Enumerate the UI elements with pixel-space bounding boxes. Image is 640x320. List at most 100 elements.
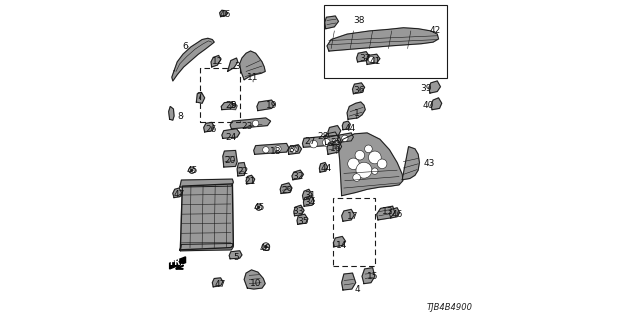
Circle shape [191, 169, 193, 172]
Polygon shape [356, 52, 369, 62]
Polygon shape [257, 100, 275, 111]
Circle shape [369, 56, 375, 63]
Text: 44: 44 [345, 124, 356, 132]
Bar [324, 4, 447, 78]
Polygon shape [220, 10, 228, 17]
Polygon shape [342, 121, 350, 130]
Text: 23: 23 [242, 122, 253, 131]
Text: 5: 5 [234, 253, 239, 262]
Circle shape [255, 204, 262, 210]
Polygon shape [223, 150, 237, 167]
Polygon shape [297, 214, 308, 224]
Polygon shape [303, 196, 314, 206]
Circle shape [353, 174, 360, 181]
Circle shape [356, 162, 372, 178]
Text: 3: 3 [234, 61, 240, 70]
Polygon shape [204, 123, 214, 132]
Polygon shape [362, 268, 375, 284]
Circle shape [323, 139, 330, 146]
Text: 39: 39 [420, 84, 431, 93]
Circle shape [264, 245, 268, 248]
Text: 21: 21 [245, 177, 256, 186]
Polygon shape [303, 135, 340, 147]
Polygon shape [211, 55, 221, 67]
Text: 15: 15 [367, 272, 378, 281]
Text: 17: 17 [347, 212, 358, 221]
Polygon shape [324, 16, 339, 29]
Circle shape [262, 147, 269, 153]
Text: 2: 2 [330, 138, 335, 147]
Polygon shape [342, 209, 355, 221]
Polygon shape [339, 133, 403, 196]
Text: 41: 41 [369, 57, 381, 66]
Polygon shape [280, 183, 292, 194]
Bar [200, 68, 240, 123]
Polygon shape [292, 170, 303, 180]
Polygon shape [180, 184, 234, 250]
Text: 31: 31 [304, 191, 316, 200]
Polygon shape [431, 98, 442, 110]
Circle shape [291, 147, 297, 153]
Circle shape [355, 150, 365, 160]
Text: 4: 4 [355, 284, 360, 293]
Text: 30: 30 [288, 145, 300, 154]
Polygon shape [342, 273, 356, 290]
Polygon shape [246, 175, 255, 184]
Text: 46: 46 [220, 10, 231, 19]
Text: 37: 37 [360, 54, 371, 63]
Polygon shape [402, 147, 419, 180]
Text: 13: 13 [382, 207, 394, 216]
Polygon shape [429, 81, 440, 93]
Text: 33: 33 [292, 207, 304, 216]
Text: 45: 45 [254, 203, 265, 212]
Text: 29: 29 [282, 186, 293, 195]
Text: 43: 43 [423, 159, 435, 168]
Polygon shape [169, 107, 174, 120]
Polygon shape [253, 143, 289, 154]
Polygon shape [324, 132, 339, 145]
Text: 7: 7 [196, 92, 202, 101]
Text: 42: 42 [429, 26, 441, 35]
Text: 14: 14 [336, 241, 348, 250]
Text: 6: 6 [182, 42, 188, 52]
Text: 16: 16 [330, 144, 341, 153]
Text: 28: 28 [317, 132, 328, 140]
Bar [333, 197, 375, 266]
Text: 47: 47 [173, 190, 185, 199]
Circle shape [310, 140, 317, 148]
Polygon shape [237, 163, 246, 176]
Text: 20: 20 [225, 156, 236, 165]
Text: 34: 34 [304, 197, 316, 206]
Text: FR.: FR. [170, 258, 184, 267]
Polygon shape [390, 208, 399, 218]
Text: 47: 47 [215, 280, 227, 289]
Text: 8: 8 [177, 112, 183, 121]
Text: 12: 12 [212, 57, 223, 66]
Text: 26: 26 [205, 125, 217, 134]
Text: 24: 24 [226, 132, 237, 141]
Polygon shape [294, 205, 304, 216]
Circle shape [275, 146, 281, 152]
Text: 10: 10 [250, 279, 261, 288]
Polygon shape [228, 58, 238, 71]
Polygon shape [366, 54, 380, 64]
Polygon shape [337, 133, 353, 142]
Circle shape [378, 159, 387, 169]
Text: 46: 46 [392, 210, 403, 219]
Text: 35: 35 [298, 217, 309, 226]
Polygon shape [180, 179, 234, 187]
Polygon shape [319, 163, 328, 172]
Text: 11: 11 [247, 73, 259, 82]
Text: 32: 32 [292, 172, 304, 181]
Polygon shape [230, 103, 237, 110]
Polygon shape [222, 129, 240, 138]
Polygon shape [327, 28, 438, 51]
Circle shape [348, 158, 359, 170]
Text: 45: 45 [187, 166, 198, 175]
Polygon shape [221, 102, 234, 110]
Polygon shape [180, 244, 234, 251]
Circle shape [333, 138, 338, 143]
Polygon shape [240, 51, 265, 80]
Text: 36: 36 [353, 86, 365, 95]
Circle shape [365, 145, 372, 153]
